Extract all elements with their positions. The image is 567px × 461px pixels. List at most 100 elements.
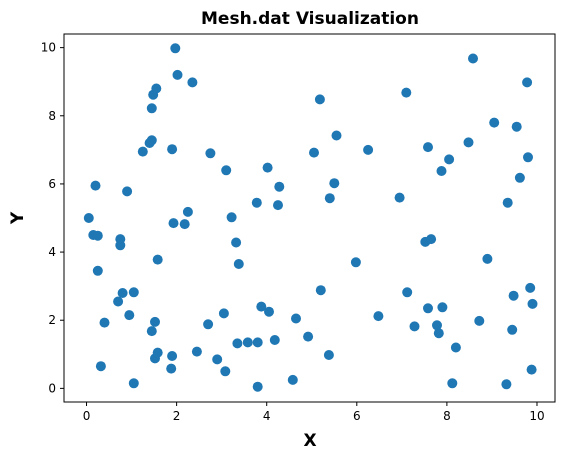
data-point (423, 303, 433, 314)
x-tick-label: 4 (263, 409, 271, 423)
data-point (191, 346, 202, 357)
data-point (436, 166, 447, 176)
data-point (331, 130, 342, 141)
data-point (329, 178, 340, 189)
data-point (182, 206, 193, 217)
data-point (124, 310, 135, 321)
data-point (482, 253, 493, 264)
data-point (394, 192, 405, 203)
data-point (168, 218, 179, 229)
chart-title: Mesh.dat Visualization (201, 9, 419, 29)
data-point (179, 219, 190, 230)
data-point (146, 135, 157, 146)
data-point (373, 311, 384, 322)
y-tick-label: 2 (48, 313, 56, 327)
data-point (409, 321, 420, 332)
y-tick-label: 4 (48, 245, 56, 259)
data-point (401, 87, 412, 98)
data-point (128, 378, 139, 389)
data-point (252, 381, 263, 392)
y-tick-label: 10 (41, 41, 56, 55)
y-tick-label: 8 (48, 109, 56, 123)
plot-frame (63, 33, 556, 403)
points-layer (83, 43, 538, 392)
data-point (231, 237, 242, 248)
data-point (423, 142, 433, 153)
data-point (502, 197, 513, 208)
x-tick-label: 10 (529, 409, 544, 423)
y-axis-label: Y (8, 211, 28, 225)
data-point (232, 338, 243, 349)
data-point (95, 361, 106, 372)
data-point (172, 69, 183, 80)
data-point (117, 288, 128, 298)
data-point (463, 137, 474, 148)
data-point (511, 121, 522, 132)
data-point (522, 77, 533, 88)
data-point (426, 234, 437, 245)
data-point (99, 317, 110, 328)
data-point (170, 43, 181, 54)
data-point (212, 354, 223, 365)
data-point (83, 213, 94, 223)
data-point (167, 144, 178, 155)
data-point (323, 350, 334, 360)
data-point (489, 117, 500, 128)
data-point (166, 363, 177, 374)
data-point (444, 154, 455, 165)
data-point (115, 234, 126, 245)
data-point (203, 319, 214, 330)
data-point (90, 180, 101, 191)
data-point (226, 212, 237, 223)
data-point (450, 342, 461, 353)
data-point (433, 328, 444, 339)
data-point (152, 254, 163, 265)
data-point (92, 230, 103, 241)
x-tick-label: 2 (173, 409, 181, 423)
x-axis-label: X (303, 431, 316, 451)
data-point (264, 306, 274, 317)
data-point (146, 326, 157, 337)
data-point (252, 337, 263, 348)
data-point (350, 257, 361, 268)
data-point (526, 364, 537, 375)
data-point (220, 366, 231, 377)
data-point (167, 351, 178, 361)
data-point (432, 320, 442, 331)
data-point (273, 200, 283, 211)
data-point (274, 181, 285, 192)
data-point (256, 301, 267, 312)
data-point (507, 324, 518, 335)
data-point (146, 103, 157, 114)
data-point (128, 287, 139, 298)
data-point (251, 197, 262, 208)
data-point (324, 193, 335, 204)
y-tick-label: 0 (48, 381, 56, 395)
data-point (92, 265, 103, 276)
data-point (437, 302, 448, 313)
data-point (242, 337, 253, 348)
x-tick-label: 0 (83, 409, 91, 423)
data-point (291, 313, 301, 324)
data-point (527, 298, 538, 309)
data-point (187, 77, 198, 88)
data-point (447, 378, 458, 389)
data-point (269, 335, 280, 345)
data-point (262, 162, 273, 173)
data-point (218, 308, 229, 319)
x-tick-label: 8 (443, 409, 451, 423)
data-point (363, 144, 374, 155)
data-point (314, 94, 325, 105)
x-tick-label: 6 (353, 409, 361, 423)
data-point (523, 152, 533, 163)
data-point (402, 287, 413, 298)
y-axis-ticks: 0 2 4 6 8 10 (41, 41, 64, 395)
data-point (514, 172, 525, 183)
data-point (205, 148, 216, 159)
data-point (150, 316, 160, 327)
data-point (137, 146, 148, 157)
data-point (474, 315, 485, 326)
data-point (122, 186, 133, 197)
data-point (315, 285, 326, 296)
